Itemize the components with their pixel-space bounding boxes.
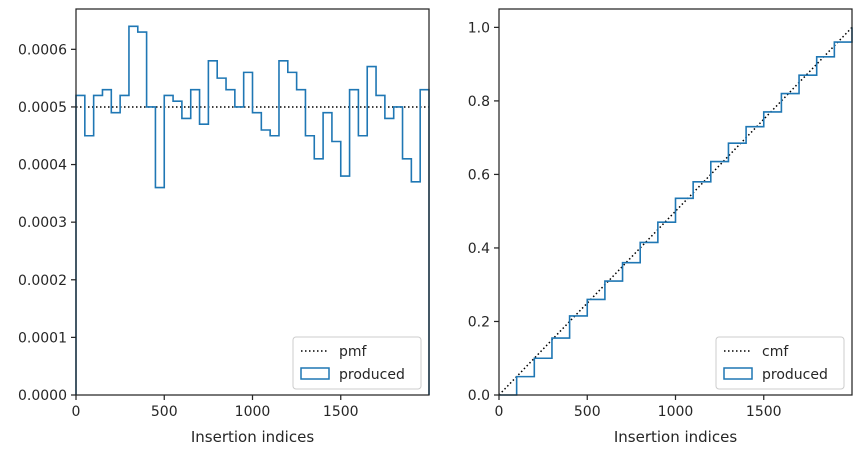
legend-label-pmf: pmf [339, 344, 368, 360]
plot-area [498, 26, 853, 396]
y-tick-label: 0.0000 [18, 388, 67, 404]
y-tick-label: 1.0 [468, 20, 490, 36]
chart-panel-1: 0 500 1000 1500 0.0000 0.0001 0.0002 0.0003 0.00… [18, 8, 430, 446]
legend-label-cmf: cmf [762, 344, 789, 360]
x-tick-label: 500 [151, 404, 178, 420]
y-tick-label: 0.4 [468, 241, 490, 257]
x-tick-label: 1500 [746, 404, 782, 420]
x-tick-label: 0 [495, 404, 504, 420]
legend-label-produced: produced [339, 367, 405, 383]
plot-area [75, 25, 430, 395]
series-produced-line [75, 25, 430, 395]
chart-panel-2: 0 500 1000 1500 0.0 0.2 0.4 0.6 0.8 1.0 Insertion … [468, 8, 853, 446]
x-tick-label: 1000 [658, 404, 694, 420]
legend: cmf produced [715, 336, 845, 390]
y-tick-label: 0.2 [468, 314, 490, 330]
y-tick-label: 0.0003 [18, 215, 67, 231]
y-tick-label: 0.0005 [18, 100, 67, 116]
legend-box [715, 336, 845, 390]
y-tick-label: 0.0006 [18, 42, 67, 58]
legend: pmf produced [292, 336, 422, 390]
x-axis-label: Insertion indices [191, 428, 314, 446]
series-cmf-line [498, 26, 853, 396]
x-tick-label: 500 [574, 404, 601, 420]
y-tick-label: 0.0 [468, 388, 490, 404]
series-produced-line [499, 27, 853, 396]
x-tick-label: 1500 [323, 404, 359, 420]
x-axis-label: Insertion indices [614, 428, 737, 446]
y-tick-label: 0.0001 [18, 330, 67, 346]
legend-swatch-produced [300, 367, 330, 380]
x-tick-label: 1000 [235, 404, 271, 420]
y-tick-label: 0.0002 [18, 273, 67, 289]
y-tick-label: 0.8 [468, 94, 490, 110]
legend-label-produced: produced [762, 367, 828, 383]
x-tick-label: 0 [72, 404, 81, 420]
legend-swatch-produced [723, 367, 753, 380]
y-tick-label: 0.6 [468, 167, 490, 183]
legend-box [292, 336, 422, 390]
y-tick-label: 0.0004 [18, 158, 67, 174]
